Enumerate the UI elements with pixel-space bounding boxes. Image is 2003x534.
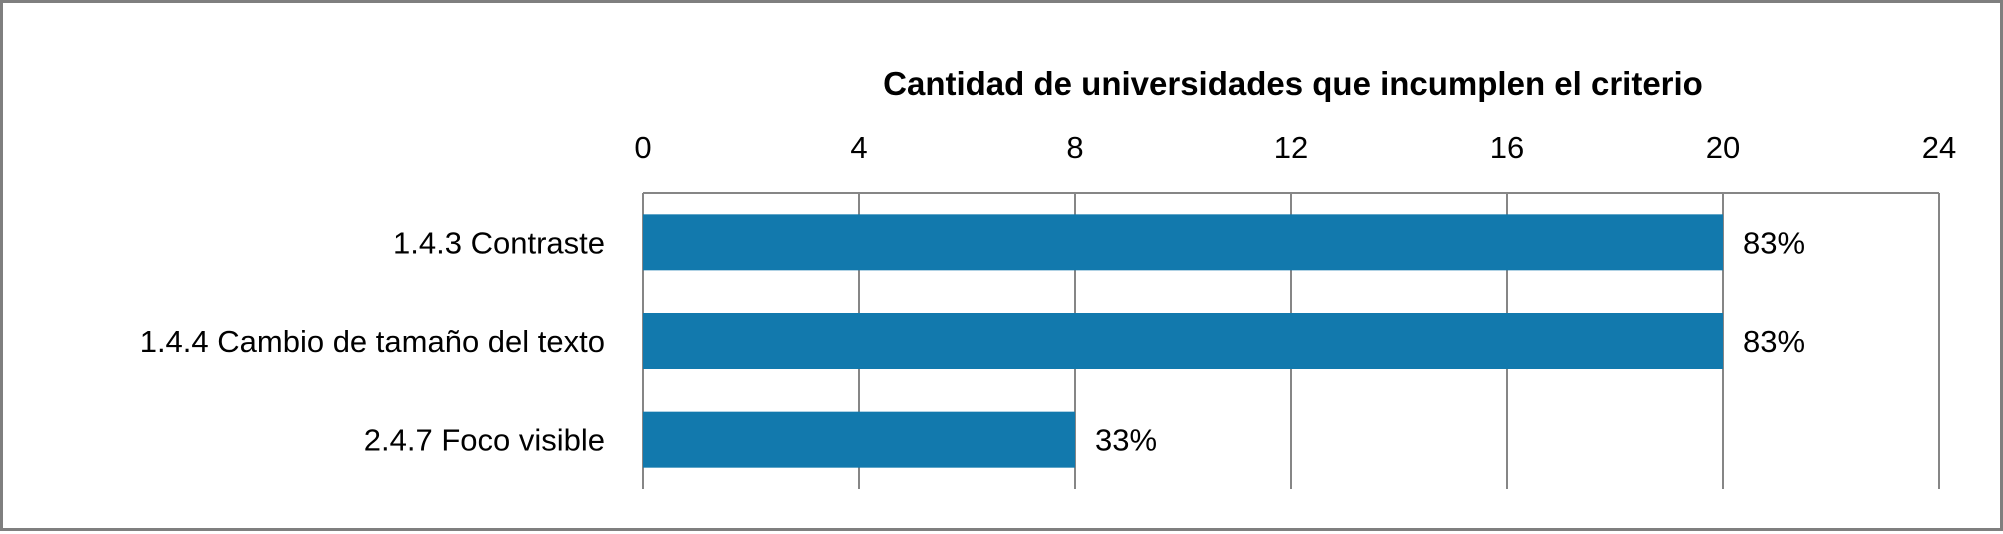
x-axis: 0 4 8 12 16 20 24 xyxy=(634,130,1956,194)
x-tick-label: 16 xyxy=(1490,130,1524,165)
category-labels: 1.4.3 Contraste 1.4.4 Cambio de tamaño de… xyxy=(140,225,605,457)
data-labels: 83% 83% 33% xyxy=(1095,225,1805,457)
x-tick-label: 20 xyxy=(1706,130,1740,165)
data-label: 83% xyxy=(1743,324,1805,359)
x-tick-label: 24 xyxy=(1922,130,1956,165)
x-tick-label: 0 xyxy=(634,130,651,165)
data-label: 33% xyxy=(1095,423,1157,458)
category-label: 1.4.3 Contraste xyxy=(393,225,605,260)
bar-chart: Cantidad de universidades que incumplen … xyxy=(140,65,1956,489)
bars xyxy=(643,214,1723,468)
x-tick-label: 12 xyxy=(1274,130,1308,165)
category-label: 1.4.4 Cambio de tamaño del texto xyxy=(140,324,605,359)
bar xyxy=(643,411,1075,468)
x-tick-label: 8 xyxy=(1066,130,1083,165)
chart-title: Cantidad de universidades que incumplen … xyxy=(883,65,1703,102)
bar xyxy=(643,313,1723,369)
data-label: 83% xyxy=(1743,225,1805,260)
bar xyxy=(643,214,1723,271)
x-tick-label: 4 xyxy=(850,130,867,165)
category-label: 2.4.7 Foco visible xyxy=(364,423,605,458)
